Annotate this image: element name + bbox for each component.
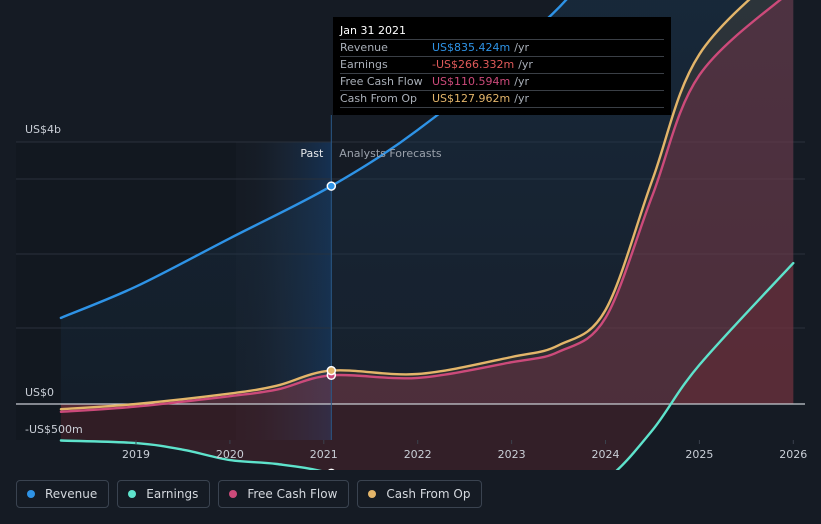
tooltip-label: Earnings: [340, 58, 388, 71]
tooltip-unit: /yr: [518, 58, 533, 71]
x-tick-label: 2020: [216, 448, 244, 461]
area-free-cash-flow: [60, 0, 794, 412]
legend-label: Earnings: [146, 487, 199, 501]
tooltip-value: US$835.424m: [432, 41, 511, 54]
legend-dot-icon: [128, 490, 137, 498]
x-tick-label: 2023: [498, 448, 526, 461]
marker-revenue: [326, 181, 337, 191]
legend-item-earnings[interactable]: Earnings: [117, 480, 211, 508]
tooltip-unit: /yr: [514, 75, 529, 88]
tooltip-label: Revenue: [340, 41, 388, 54]
tooltip-row-cash-from-op: Cash From Op US$127.962m /yr: [340, 90, 664, 108]
y-tick-label: US$0: [25, 386, 54, 399]
forecast-label: Analysts Forecasts: [339, 147, 442, 160]
marker-earnings: [328, 468, 335, 470]
tooltip-unit: /yr: [514, 92, 529, 105]
series-line-cash-from-op: [59, 0, 751, 411]
area-earnings: [60, 263, 794, 470]
tooltip-date: Jan 31 2021: [340, 24, 406, 37]
legend-label: Cash From Op: [386, 487, 471, 501]
x-tick-label: 2019: [122, 448, 150, 461]
legend-dot-icon: [27, 490, 35, 498]
past-label: Past: [300, 147, 324, 160]
legend-dot-icon: [229, 490, 238, 498]
legend-item-cash-from-op[interactable]: Cash From Op: [357, 480, 483, 508]
legend-dot-icon: [368, 490, 377, 498]
y-tick-label: -US$500m: [25, 423, 83, 436]
x-tick-label: 2025: [685, 448, 713, 461]
tooltip-label: Free Cash Flow: [340, 75, 423, 88]
series-line-free-cash-flow: [59, 0, 782, 413]
y-tick-label: US$4b: [25, 123, 61, 136]
tooltip-value: US$127.962m: [432, 92, 511, 105]
legend-label: Revenue: [45, 487, 98, 501]
series-line-earnings: [59, 261, 795, 470]
tooltip-row-free-cash-flow: Free Cash Flow US$110.594m /yr: [340, 73, 664, 90]
chart-area: US$4b US$0 -US$500m Past Analysts Forecasts 2…: [16, 0, 807, 470]
x-tick-label: 2022: [404, 448, 432, 461]
tooltip-row-revenue: Revenue US$835.424m /yr: [340, 39, 664, 56]
hover-tooltip: Jan 31 2021 Revenue US$835.424m /yr Earn…: [333, 17, 671, 115]
x-tick-label: 2021: [310, 448, 338, 461]
legend-label: Free Cash Flow: [247, 487, 338, 501]
x-tick-label: 2024: [592, 448, 620, 461]
tooltip-value: US$110.594m: [432, 75, 511, 88]
legend: Revenue Earnings Free Cash Flow Cash Fro…: [16, 480, 483, 508]
tooltip-value: -US$266.332m: [432, 58, 515, 71]
tooltip-label: Cash From Op: [340, 92, 418, 105]
marker-cash-from-op: [326, 365, 337, 376]
tooltip-row-earnings: Earnings -US$266.332m /yr: [340, 56, 664, 73]
legend-item-free-cash-flow[interactable]: Free Cash Flow: [218, 480, 350, 508]
x-tick-label: 2026: [779, 448, 807, 461]
legend-item-revenue[interactable]: Revenue: [16, 480, 110, 508]
tooltip-unit: /yr: [514, 41, 529, 54]
